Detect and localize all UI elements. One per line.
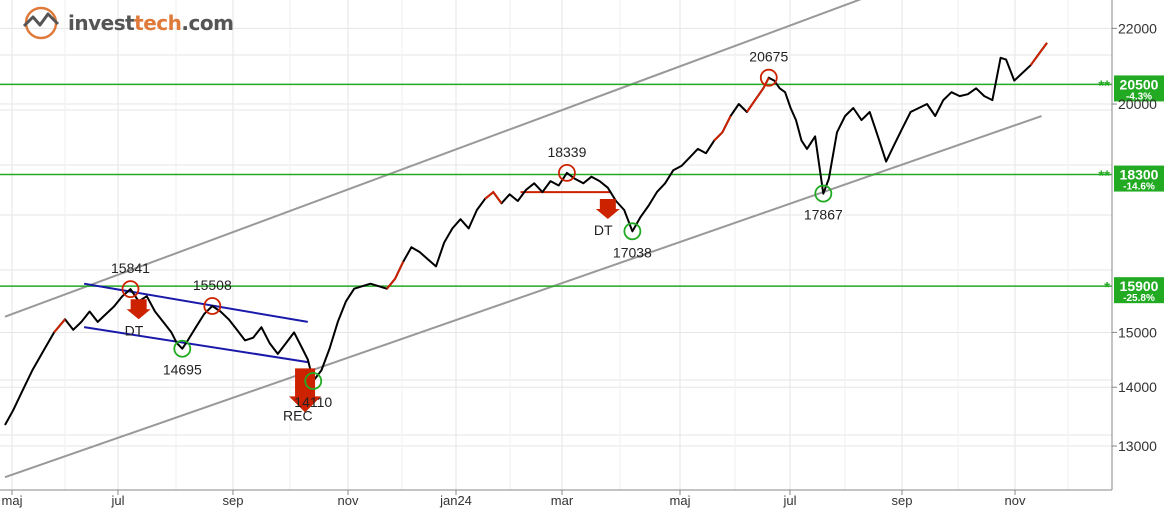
level-pct: -4.3% <box>1126 91 1152 102</box>
x-tick-label: sep <box>892 493 913 508</box>
top-marker <box>203 297 222 315</box>
price-line <box>4 42 1048 426</box>
trend-channel <box>4 0 1042 479</box>
x-tick-label: maj <box>2 493 23 508</box>
pattern-lines <box>83 191 611 364</box>
point-label: 18339 <box>547 144 586 160</box>
level-stars: ** <box>1098 168 1110 185</box>
x-tick-label: mar <box>551 493 574 508</box>
logo-text: investtech.com <box>68 11 234 35</box>
y-tick-label: 14000 <box>1118 379 1157 395</box>
bottom-marker <box>173 339 192 358</box>
top-marker <box>558 163 576 182</box>
point-label: 20675 <box>749 49 788 65</box>
x-tick-label: jan24 <box>439 493 472 508</box>
sell-signal-arrow <box>595 199 620 220</box>
top-marker <box>121 280 140 299</box>
price-line-highlight <box>746 77 770 113</box>
level-stars: * <box>1104 279 1110 296</box>
sell-signal-arrow <box>289 368 322 413</box>
x-tick-label: nov <box>1005 493 1026 508</box>
sell-signal-arrow <box>126 299 151 320</box>
level-pct: -25.8% <box>1123 293 1155 304</box>
y-tick-label: 15000 <box>1118 324 1157 340</box>
grid <box>0 0 1112 490</box>
level-pct: -14.6% <box>1123 182 1155 193</box>
x-tick-label: nov <box>338 493 359 508</box>
top-marker <box>759 68 778 87</box>
trend-channel-lower <box>4 115 1042 479</box>
bottom-marker <box>304 372 323 390</box>
bottom-marker <box>814 184 833 203</box>
level-value: 20500 <box>1120 76 1159 92</box>
point-label: 17038 <box>613 244 652 260</box>
y-tick-label: 22000 <box>1118 20 1157 36</box>
logo[interactable]: investtech.com <box>18 6 234 40</box>
x-tick-label: jul <box>782 493 796 508</box>
level-label-box <box>1114 277 1164 304</box>
pattern-line <box>83 326 308 364</box>
signal-label: REC <box>283 407 313 423</box>
x-tick-label: jul <box>110 493 124 508</box>
x-tick-label: maj <box>670 493 691 508</box>
price-series <box>4 42 1048 426</box>
point-labels: 15841 15508 14695 14110 18339 17038 20675 17867 <box>111 49 843 410</box>
price-line-highlight <box>386 261 405 290</box>
point-label: 15841 <box>111 260 150 276</box>
price-line-highlight <box>484 190 503 204</box>
price-line-highlight <box>713 115 732 142</box>
signal-label: DT <box>125 322 144 338</box>
pattern-line <box>83 282 308 323</box>
level-stars: ** <box>1098 77 1110 94</box>
point-label: 14110 <box>294 394 332 410</box>
point-label: 14695 <box>163 362 202 378</box>
trend-channel-upper <box>4 0 862 318</box>
signals: DT REC DT <box>125 199 620 423</box>
signal-label: DT <box>594 222 613 238</box>
investtech-logo-icon <box>22 6 60 40</box>
level-value: 18300 <box>1120 167 1159 183</box>
point-label: 15508 <box>193 277 232 293</box>
level-label-box <box>1114 75 1164 102</box>
x-tick-label: sep <box>223 493 244 508</box>
level-value: 15900 <box>1120 278 1159 294</box>
y-tick-label: 13000 <box>1118 438 1157 454</box>
price-line-highlight <box>53 318 66 334</box>
price-line-highlight <box>1029 42 1048 66</box>
level-label-box <box>1114 165 1164 192</box>
support-resistance-levels: ** 20500-4.3% ** 18300-14.6% * 15900-25.8% <box>0 75 1164 304</box>
point-label: 17867 <box>804 207 843 223</box>
axes: 13000 14000 15000 20000 22000 maj jul sep nov jan… <box>0 0 1157 508</box>
y-tick-label: 20000 <box>1118 96 1157 112</box>
bottom-marker <box>623 222 642 241</box>
